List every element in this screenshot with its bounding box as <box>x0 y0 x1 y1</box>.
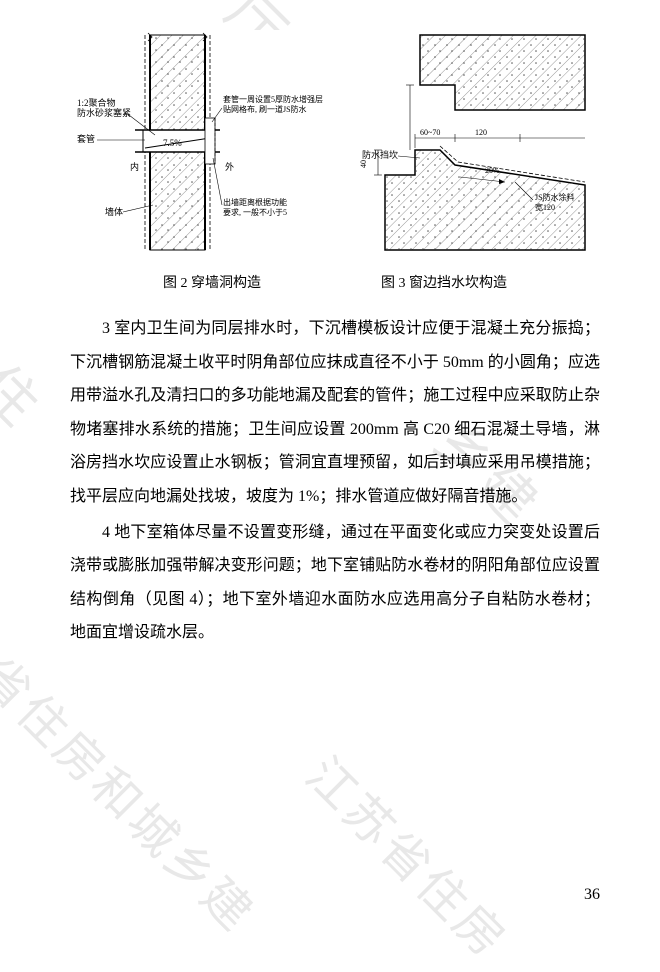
label: 内 <box>130 161 139 172</box>
label: 出墙距离根据功能 <box>223 197 287 207</box>
figure-2: 7.5% 1:2聚合物 防水砂浆塞紧 套管 内 墙体 套管一周设置5厚防水增强层 <box>75 30 330 260</box>
dim: 40 <box>360 160 368 168</box>
figure-3: 防水挡坎 60~70 120 40 20% <box>360 30 595 260</box>
label: 宽120 <box>535 202 555 212</box>
page-number: 36 <box>584 886 600 904</box>
label: 1:2聚合物 <box>77 97 116 108</box>
diagram-2: 7.5% 1:2聚合物 防水砂浆塞紧 套管 内 墙体 套管一周设置5厚防水增强层 <box>75 30 330 260</box>
paragraph-4: 4 地下室箱体尽量不设置变形缝，通过在平面变化或应力突变处设置后浇带或膨胀加强带… <box>70 516 600 650</box>
figure-2-caption: 图 2 穿墙洞构造 <box>163 272 261 292</box>
label: 套管一周设置5厚防水增强层 <box>223 94 323 104</box>
label: 套管 <box>77 133 95 144</box>
dim: 60~70 <box>420 128 440 137</box>
slope-label: 7.5% <box>163 138 182 148</box>
label: JS防水涂料 <box>535 192 575 202</box>
diagram-3: 防水挡坎 60~70 120 40 20% <box>360 30 595 260</box>
label: 墙体 <box>105 206 123 217</box>
label: 贴网格布, 刷一道JS防水 <box>223 104 307 114</box>
label: 要求, 一般不小于5 <box>223 207 287 217</box>
label: 外 <box>225 161 234 172</box>
body-text: 3 室内卫生间为同层排水时，下沉槽模板设计应便于混凝土充分振捣；下沉槽钢筋混凝土… <box>70 312 600 650</box>
label: 防水挡坎 <box>362 149 398 160</box>
caption-row: 图 2 穿墙洞构造 图 3 窗边挡水坎构造 <box>70 272 600 292</box>
figures-row: 7.5% 1:2聚合物 防水砂浆塞紧 套管 内 墙体 套管一周设置5厚防水增强层 <box>70 30 600 260</box>
label: 防水砂浆塞紧 <box>77 107 131 118</box>
paragraph-3: 3 室内卫生间为同层排水时，下沉槽模板设计应便于混凝土充分振捣；下沉槽钢筋混凝土… <box>70 312 600 514</box>
page-content: 7.5% 1:2聚合物 防水砂浆塞紧 套管 内 墙体 套管一周设置5厚防水增强层 <box>0 0 660 934</box>
dim: 120 <box>475 128 487 137</box>
figure-3-caption: 图 3 窗边挡水坎构造 <box>381 272 507 292</box>
slope-label: 20% <box>485 166 500 175</box>
